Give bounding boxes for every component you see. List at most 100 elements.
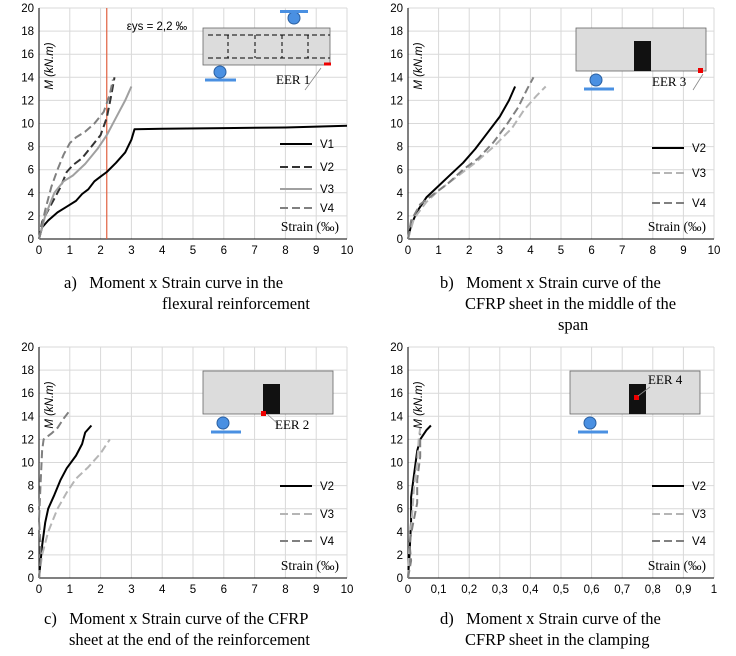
inset-label: EER 4 <box>648 372 683 387</box>
x-tick-label: 0,1 <box>431 584 447 596</box>
x-tick-label: 0,6 <box>584 584 600 596</box>
y-tick-label: 14 <box>390 72 403 84</box>
support-roller <box>583 416 597 430</box>
series-line-v4 <box>407 433 422 579</box>
series-line-v2 <box>38 424 93 579</box>
legend-label: V2 <box>692 143 706 155</box>
y-tick-label: 6 <box>28 165 34 177</box>
y-tick-label: 0 <box>28 234 34 246</box>
x-tick-label: 6 <box>588 245 594 257</box>
caption-a: a) Moment x Strain curve in the flexural… <box>64 273 310 313</box>
x-tick-label: 0 <box>36 584 42 596</box>
inset-label: EER 3 <box>652 74 686 89</box>
x-tick-label: 10 <box>708 245 721 257</box>
inset-label: EER 1 <box>276 72 310 87</box>
x-tick-label: 10 <box>341 245 354 257</box>
x-axis-label: Strain (‰) <box>648 219 706 234</box>
caption-b: b) Moment x Strain curve of the CFRP she… <box>440 273 677 334</box>
x-tick-label: 0,9 <box>675 584 691 596</box>
legend-label: V2 <box>320 481 334 493</box>
y-tick-label: 4 <box>28 188 35 200</box>
support-roller <box>589 73 603 87</box>
x-tick-label: 0,3 <box>492 584 508 596</box>
y-tick-label: 14 <box>21 72 34 84</box>
legend-label: V3 <box>320 184 334 196</box>
x-tick-label: 0,7 <box>614 584 630 596</box>
x-tick-label: 2 <box>466 245 472 257</box>
x-tick-label: 7 <box>251 584 257 596</box>
series-line-v3 <box>407 85 547 240</box>
x-tick-label: 3 <box>128 584 134 596</box>
legend-label: V2 <box>320 162 334 174</box>
x-tick-label: 10 <box>341 584 354 596</box>
x-tick-label: 3 <box>128 245 134 257</box>
y-tick-label: 4 <box>28 527 35 539</box>
y-tick-label: 20 <box>390 342 403 354</box>
y-tick-label: 16 <box>390 49 403 61</box>
y-tick-label: 12 <box>21 95 34 107</box>
x-tick-label: 9 <box>680 245 686 257</box>
legend-label: V3 <box>692 168 706 180</box>
x-tick-label: 9 <box>313 584 319 596</box>
y-tick-label: 12 <box>21 434 34 446</box>
gauge-mark <box>698 68 703 73</box>
y-tick-label: 10 <box>21 458 34 470</box>
x-tick-label: 0 <box>405 584 411 596</box>
y-tick-label: 20 <box>21 342 34 354</box>
series-line-v3 <box>38 438 111 579</box>
chart-panel-4: 0 0,1 0,2 0,3 0,4 0,5 0,6 0,7 0,8 0,9 102468101214… <box>390 342 717 596</box>
x-tick-label: 0 <box>36 245 42 257</box>
gauge-mark <box>634 395 639 400</box>
y-axis-label: M (kN.m) <box>413 381 425 428</box>
y-tick-label: 18 <box>21 26 34 38</box>
inset-label: EER 2 <box>275 417 309 432</box>
series-line-v4 <box>407 76 535 240</box>
x-tick-label: 4 <box>527 245 534 257</box>
x-tick-label: 7 <box>251 245 257 257</box>
leader-line <box>692 73 704 91</box>
y-tick-label: 6 <box>397 504 403 516</box>
y-tick-label: 2 <box>28 211 34 223</box>
y-tick-label: 14 <box>21 411 34 423</box>
y-tick-label: 0 <box>28 573 34 585</box>
y-tick-label: 12 <box>390 434 403 446</box>
caption-c: c) Moment x Strain curve of the CFRP she… <box>44 609 310 649</box>
x-tick-label: 9 <box>313 245 319 257</box>
y-tick-label: 14 <box>390 411 403 423</box>
y-tick-label: 16 <box>390 388 403 400</box>
legend-label: V2 <box>692 481 706 493</box>
leader-line <box>266 413 279 425</box>
legend-label: V1 <box>320 139 334 151</box>
y-tick-label: 0 <box>397 234 403 246</box>
series-line-v4 <box>38 79 114 240</box>
gauge-mark <box>261 411 266 416</box>
series-line-v3 <box>38 86 133 240</box>
series-line-v1 <box>38 124 348 240</box>
x-tick-label: 2 <box>97 245 103 257</box>
y-tick-label: 18 <box>390 365 403 377</box>
legend-label: V4 <box>692 536 707 548</box>
y-tick-label: 20 <box>390 3 403 15</box>
x-tick-label: 2 <box>97 584 103 596</box>
x-tick-label: 0,4 <box>522 584 539 596</box>
x-tick-label: 8 <box>282 584 288 596</box>
x-tick-label: 4 <box>159 245 166 257</box>
legend-label: V4 <box>692 198 707 210</box>
y-tick-label: 2 <box>397 550 403 562</box>
y-axis-label: M (kN.m) <box>44 381 56 428</box>
x-axis-label: Strain (‰) <box>281 558 339 573</box>
series-line-v4 <box>38 409 71 579</box>
x-axis-label: Strain (‰) <box>281 219 339 234</box>
y-tick-label: 10 <box>390 119 403 131</box>
legend-label: V3 <box>320 509 334 521</box>
load-plate <box>280 10 308 13</box>
y-tick-label: 8 <box>397 481 403 493</box>
y-axis-label: M (kN.m) <box>413 42 425 89</box>
y-tick-label: 4 <box>397 188 404 200</box>
y-tick-label: 20 <box>21 3 34 15</box>
leader-line <box>637 386 651 397</box>
x-axis-label: Strain (‰) <box>648 558 706 573</box>
